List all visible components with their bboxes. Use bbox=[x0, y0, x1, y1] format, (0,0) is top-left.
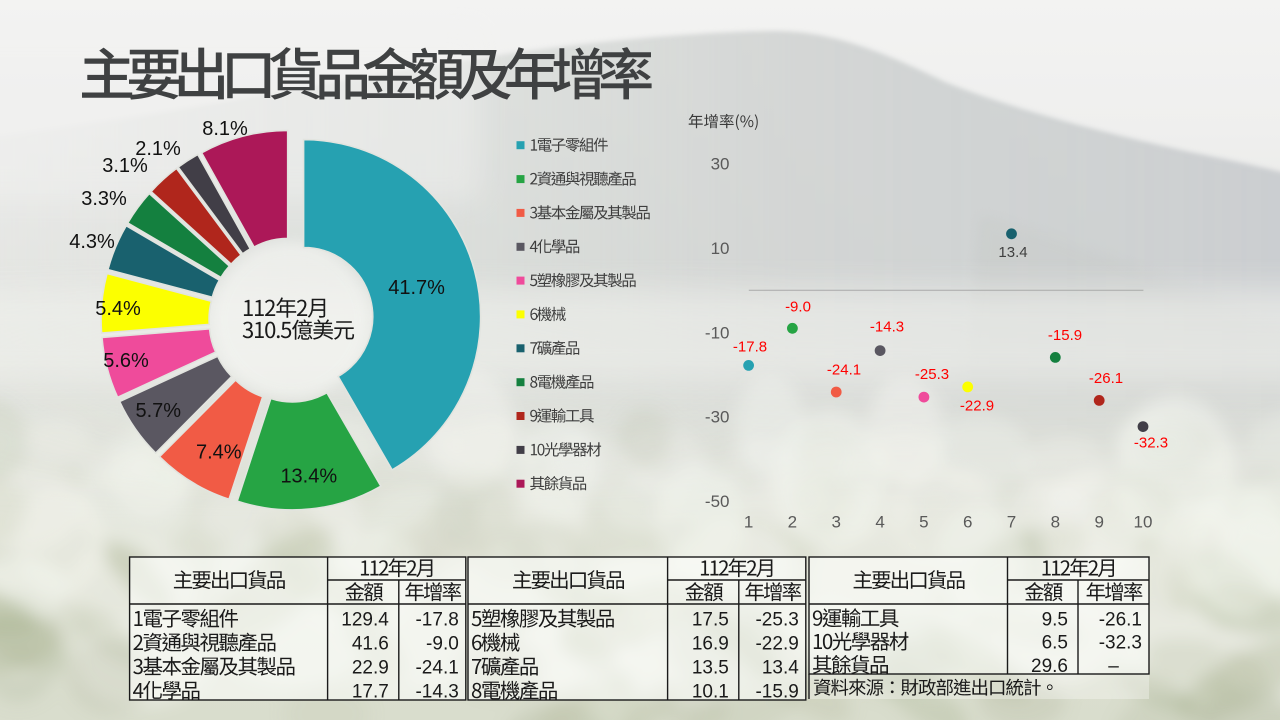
svg-text:-26.1: -26.1 bbox=[1099, 609, 1142, 630]
svg-text:4.3%: 4.3% bbox=[69, 231, 115, 253]
svg-text:-22.9: -22.9 bbox=[960, 397, 994, 414]
svg-text:41.7%: 41.7% bbox=[388, 277, 445, 299]
svg-text:30: 30 bbox=[711, 155, 730, 174]
svg-text:13.5: 13.5 bbox=[692, 658, 729, 679]
svg-text:8.1%: 8.1% bbox=[202, 118, 248, 140]
svg-text:13.4: 13.4 bbox=[998, 244, 1027, 261]
svg-text:5.6%: 5.6% bbox=[103, 350, 149, 372]
svg-text:-50: -50 bbox=[705, 492, 730, 511]
svg-text:6: 6 bbox=[963, 513, 972, 532]
svg-text:-25.3: -25.3 bbox=[755, 610, 798, 631]
svg-text:-15.9: -15.9 bbox=[1048, 327, 1082, 344]
svg-text:-32.3: -32.3 bbox=[1134, 434, 1168, 451]
svg-text:-9.0: -9.0 bbox=[785, 299, 811, 316]
svg-text:-17.8: -17.8 bbox=[415, 610, 458, 631]
svg-text:-25.3: -25.3 bbox=[915, 366, 949, 383]
svg-text:129.4: 129.4 bbox=[341, 610, 389, 631]
svg-text:41.6: 41.6 bbox=[352, 634, 389, 655]
svg-text:-32.3: -32.3 bbox=[1099, 633, 1142, 654]
svg-text:5.7%: 5.7% bbox=[136, 400, 182, 422]
svg-text:3.1%: 3.1% bbox=[102, 155, 148, 177]
svg-text:-17.8: -17.8 bbox=[733, 339, 767, 356]
svg-text:17.5: 17.5 bbox=[692, 610, 729, 631]
svg-text:13.4: 13.4 bbox=[762, 658, 799, 679]
svg-text:7: 7 bbox=[1007, 513, 1016, 532]
svg-text:10: 10 bbox=[1134, 513, 1153, 532]
svg-text:29.6: 29.6 bbox=[1031, 656, 1068, 677]
svg-text:-14.3: -14.3 bbox=[415, 682, 458, 703]
svg-text:9.5: 9.5 bbox=[1042, 609, 1068, 630]
svg-text:10: 10 bbox=[711, 239, 730, 258]
svg-text:5.4%: 5.4% bbox=[95, 298, 141, 320]
svg-text:7.4%: 7.4% bbox=[196, 442, 242, 464]
svg-text:-26.1: -26.1 bbox=[1089, 370, 1123, 387]
svg-text:16.9: 16.9 bbox=[692, 634, 729, 655]
svg-text:17.7: 17.7 bbox=[352, 682, 389, 703]
svg-text:-22.9: -22.9 bbox=[755, 634, 798, 655]
svg-text:2: 2 bbox=[788, 513, 797, 532]
svg-text:-9.0: -9.0 bbox=[426, 634, 459, 655]
svg-text:6.5: 6.5 bbox=[1042, 633, 1068, 654]
svg-text:-24.1: -24.1 bbox=[415, 658, 458, 679]
svg-text:2.1%: 2.1% bbox=[135, 138, 181, 160]
svg-text:-30: -30 bbox=[705, 408, 730, 427]
svg-text:3.3%: 3.3% bbox=[81, 188, 127, 210]
svg-text:5: 5 bbox=[919, 513, 928, 532]
svg-text:9: 9 bbox=[1094, 513, 1103, 532]
svg-text:22.9: 22.9 bbox=[352, 658, 389, 679]
svg-text:3: 3 bbox=[831, 513, 840, 532]
svg-text:4: 4 bbox=[875, 513, 884, 532]
svg-text:-15.9: -15.9 bbox=[755, 682, 798, 703]
svg-text:13.4%: 13.4% bbox=[280, 466, 337, 488]
svg-text:10.1: 10.1 bbox=[692, 682, 729, 703]
svg-text:–: – bbox=[1108, 656, 1119, 677]
svg-text:8: 8 bbox=[1051, 513, 1060, 532]
svg-text:-24.1: -24.1 bbox=[827, 362, 861, 379]
svg-text:1: 1 bbox=[744, 513, 753, 532]
svg-text:-10: -10 bbox=[705, 323, 730, 342]
svg-text:-14.3: -14.3 bbox=[870, 319, 904, 336]
